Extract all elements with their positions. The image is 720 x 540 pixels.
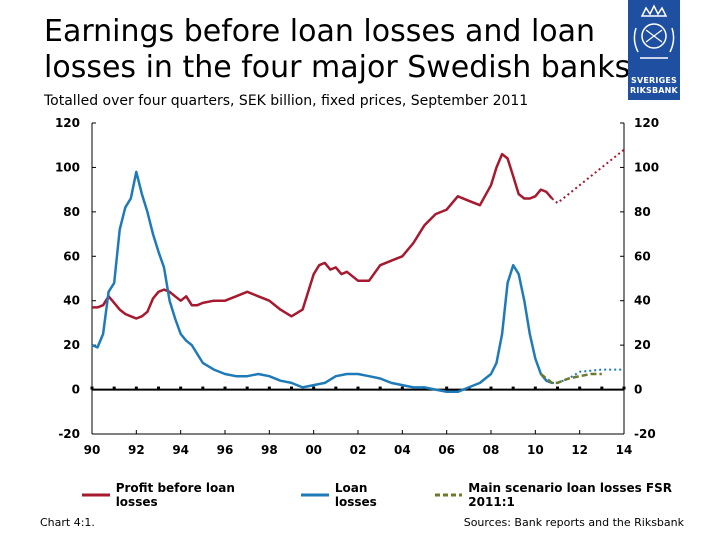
legend-item-loan: Loan losses xyxy=(301,481,412,509)
x-tick-label: 06 xyxy=(438,443,455,457)
x-tick-label: 94 xyxy=(172,443,189,457)
zero-line-year-marker xyxy=(489,386,493,390)
y-tick-label-left: -20 xyxy=(58,427,80,441)
zero-line-year-marker xyxy=(556,386,559,390)
x-tick-label: 96 xyxy=(217,443,234,457)
legend-label-scenario: Main scenario loan losses FSR 2011:1 xyxy=(468,481,673,509)
series-loan-forecast-line xyxy=(552,368,624,384)
y-tick-label-right: 60 xyxy=(634,249,651,263)
series-profit-line xyxy=(92,152,553,320)
y-tick-label-left: 60 xyxy=(63,249,80,263)
zero-line-year-marker xyxy=(445,386,449,390)
x-tick-label: 98 xyxy=(261,443,278,457)
zero-line-year-marker xyxy=(400,386,404,390)
x-tick-label: 02 xyxy=(350,443,367,457)
series-profit-forecast-line xyxy=(551,148,625,204)
legend-swatch-profit xyxy=(82,493,110,497)
x-tick-label: 90 xyxy=(84,443,101,457)
y-tick-label-right: -20 xyxy=(634,427,656,441)
legend-item-scenario: Main scenario loan losses FSR 2011:1 xyxy=(434,481,720,509)
chart-number: Chart 4:1. xyxy=(40,516,95,529)
y-tick-label-left: 80 xyxy=(63,205,80,219)
zero-line-year-marker xyxy=(157,386,160,390)
chart-title-line-2: losses in the four major Swedish banks xyxy=(44,50,631,85)
zero-line-year-marker xyxy=(312,386,316,390)
y-tick-label-right: 100 xyxy=(634,160,659,174)
y-tick-label-right: 120 xyxy=(634,116,659,130)
y-tick-label-right: 20 xyxy=(634,338,651,352)
zero-line-year-marker xyxy=(267,386,271,390)
legend-swatch-scenario xyxy=(434,493,463,497)
legend-label-loan: Loan losses xyxy=(334,481,377,509)
zero-line-year-marker xyxy=(179,386,183,390)
x-tick-label: 10 xyxy=(527,443,544,457)
sources-note: Sources: Bank reports and the Riksbank xyxy=(463,516,684,529)
x-tick-label: 14 xyxy=(616,443,633,457)
legend-item-profit: Profit before loan losses xyxy=(82,481,279,509)
y-tick-label-right: 40 xyxy=(634,294,651,308)
y-tick-label-left: 120 xyxy=(55,116,80,130)
chart-legend: Profit before loan losses Loan losses Ma… xyxy=(82,481,720,509)
series-main-scenario-line xyxy=(540,372,602,385)
zero-line-year-marker xyxy=(334,386,338,390)
zero-line-year-marker xyxy=(134,386,138,390)
x-tick-label: 08 xyxy=(483,443,500,457)
x-tick-label: 92 xyxy=(128,443,145,457)
zero-line-year-marker xyxy=(245,386,249,390)
x-tick-label: 12 xyxy=(571,443,588,457)
zero-line-year-marker xyxy=(511,386,515,390)
y-tick-label-left: 0 xyxy=(72,383,80,397)
zero-line-year-marker xyxy=(622,386,626,390)
chart-title: Earnings before loan losses and loan los… xyxy=(44,14,644,86)
zero-line-year-marker xyxy=(578,386,582,390)
chart-title-line-1: Earnings before loan losses and loan xyxy=(44,14,596,49)
zero-line-year-marker xyxy=(201,386,205,390)
logo-text-line-1: SVERIGES xyxy=(631,76,677,85)
y-tick-label-right: 80 xyxy=(634,205,651,219)
riksbank-logo: SVERIGES RIKSBANK xyxy=(628,0,680,100)
zero-line-year-marker xyxy=(223,386,227,390)
zero-line-year-marker xyxy=(533,386,537,390)
crown-emblem-icon xyxy=(633,4,675,59)
zero-line-year-marker xyxy=(112,386,116,390)
zero-line-year-marker xyxy=(600,386,604,390)
zero-line-year-marker xyxy=(90,386,94,390)
logo-text-line-2: RIKSBANK xyxy=(630,86,678,95)
legend-label-profit: Profit before loan losses xyxy=(115,481,235,509)
y-tick-label-right: 0 xyxy=(634,383,642,397)
x-tick-label: 00 xyxy=(305,443,322,457)
series-loan-losses-line xyxy=(91,170,553,394)
chart-subtitle: Totalled over four quarters, SEK billion… xyxy=(44,93,529,109)
x-tick-label: 04 xyxy=(394,443,411,457)
zero-line-year-marker xyxy=(378,386,382,390)
zero-line-year-marker xyxy=(356,386,360,390)
zero-line-year-marker xyxy=(290,386,293,390)
y-tick-label-left: 100 xyxy=(55,160,80,174)
y-tick-label-left: 40 xyxy=(63,294,80,308)
y-tick-label-left: 20 xyxy=(63,338,80,352)
legend-swatch-loan xyxy=(301,493,329,497)
